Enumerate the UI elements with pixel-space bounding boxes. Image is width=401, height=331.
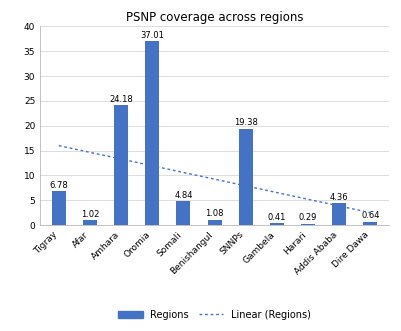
Bar [239, 129, 253, 225]
Legend: Regions, Linear (Regions): Regions, Linear (Regions) [114, 306, 315, 323]
Text: 0.64: 0.64 [361, 212, 379, 220]
Bar [270, 223, 284, 225]
Text: 37.01: 37.01 [140, 31, 164, 40]
Text: 6.78: 6.78 [49, 181, 68, 190]
Text: 0.41: 0.41 [267, 213, 286, 221]
Bar [332, 204, 346, 225]
Bar [145, 41, 159, 225]
Text: 1.02: 1.02 [81, 210, 99, 218]
Bar [208, 220, 221, 225]
Bar [83, 220, 97, 225]
Text: 24.18: 24.18 [109, 95, 133, 104]
Bar [301, 224, 315, 225]
Text: 19.38: 19.38 [234, 118, 257, 127]
Bar [176, 201, 190, 225]
Text: 4.36: 4.36 [330, 193, 348, 202]
Bar [52, 191, 66, 225]
Bar [114, 105, 128, 225]
Text: 0.29: 0.29 [299, 213, 317, 222]
Text: 1.08: 1.08 [205, 209, 224, 218]
Bar [363, 222, 377, 225]
Text: 4.84: 4.84 [174, 191, 192, 200]
Title: PSNP coverage across regions: PSNP coverage across regions [126, 11, 303, 24]
